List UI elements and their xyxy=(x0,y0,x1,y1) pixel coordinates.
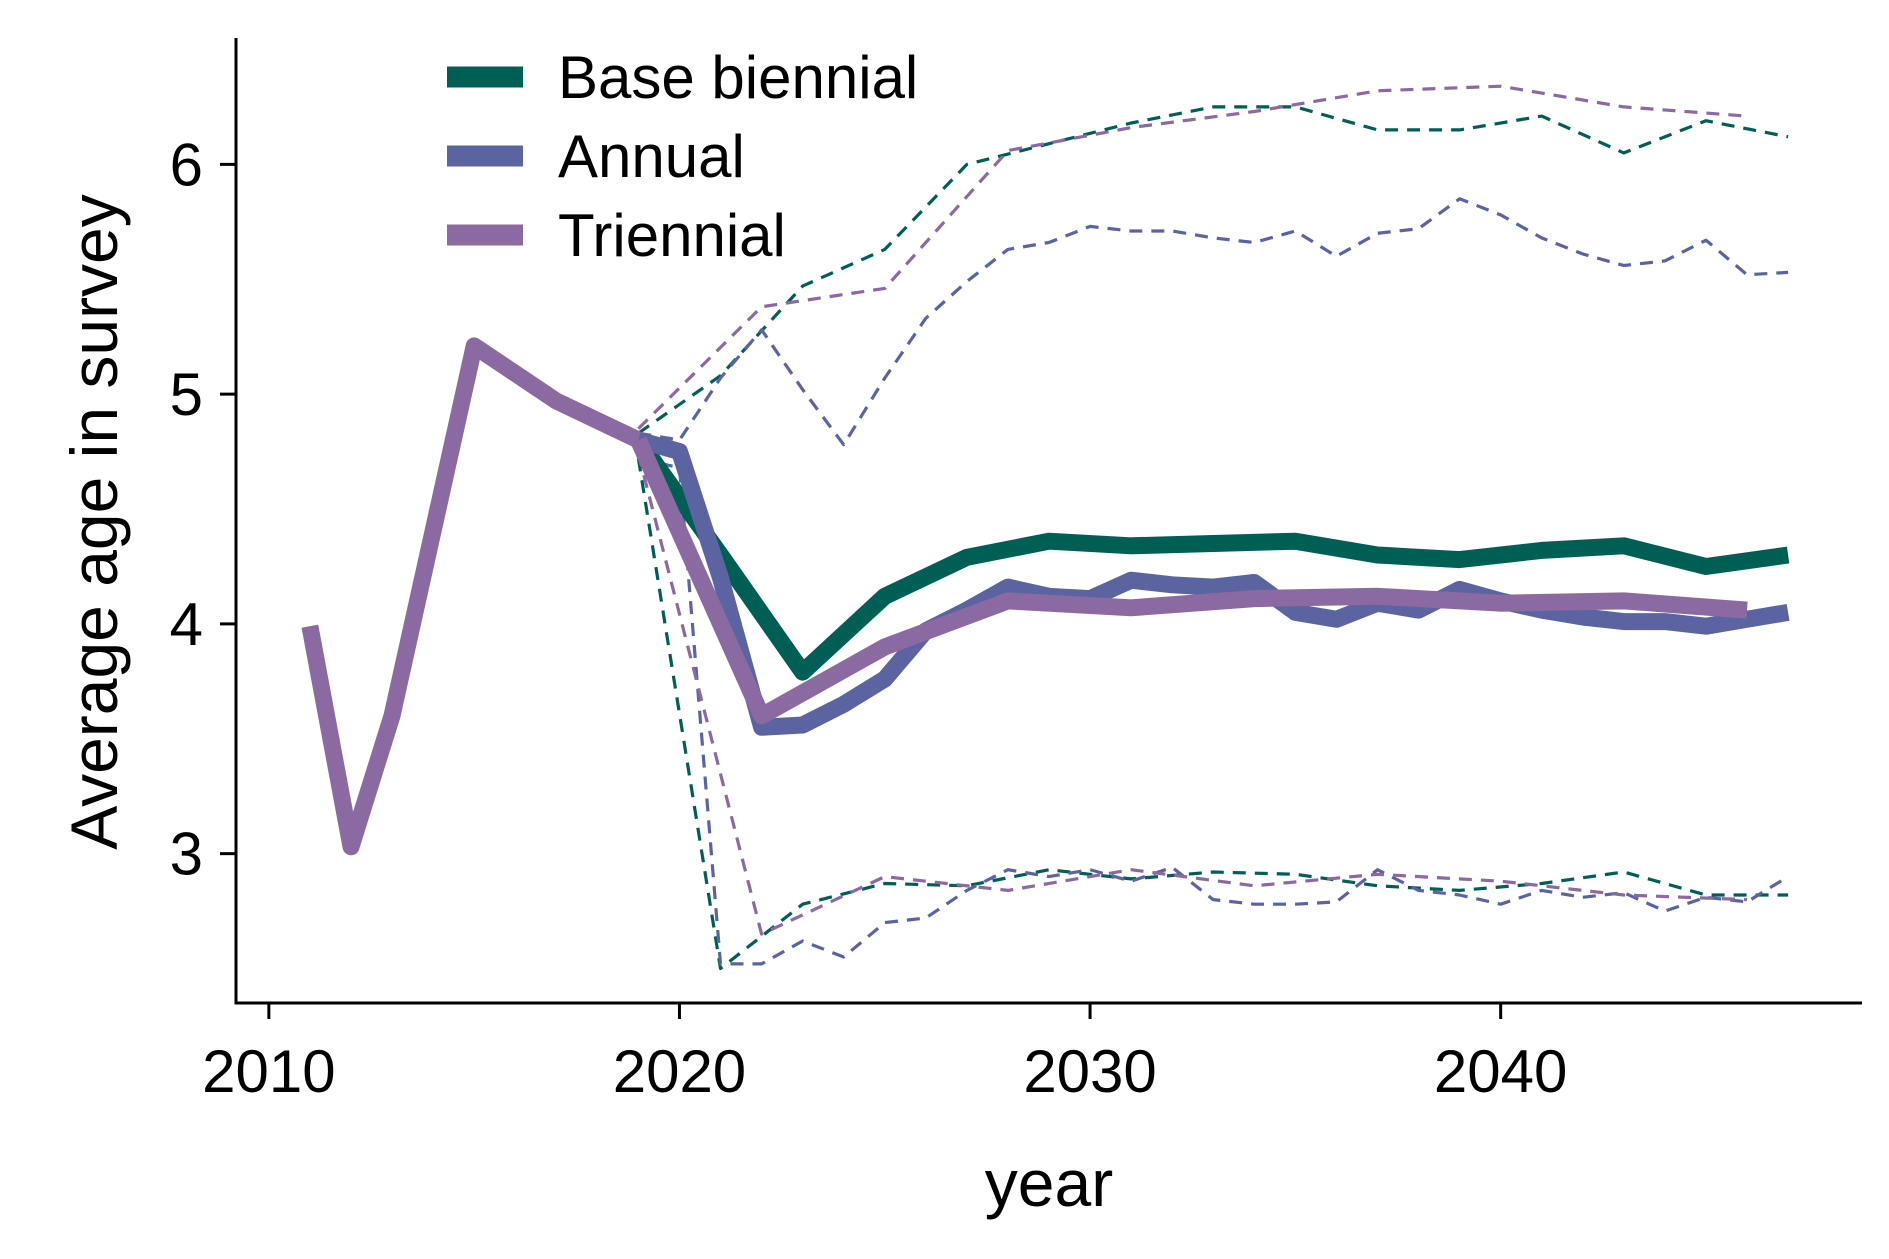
legend-label-base-biennial: Base biennial xyxy=(558,44,918,111)
y-tick-label: 6 xyxy=(170,131,203,198)
x-axis-title: year xyxy=(985,1146,1113,1220)
legend: Base biennial Annual Triennial xyxy=(447,44,918,269)
legend-label-triennial: Triennial xyxy=(558,202,786,269)
annual-upper-interval-line xyxy=(638,197,1789,447)
x-axis-ticks: 2010 2020 2030 2040 xyxy=(202,1003,1567,1105)
y-tick-label: 5 xyxy=(170,361,203,428)
y-axis-ticks: 3 4 5 6 xyxy=(170,131,236,888)
x-tick-label: 2040 xyxy=(1434,1038,1567,1105)
triennial-median-line xyxy=(630,436,1748,725)
annual-median-line xyxy=(636,431,1790,736)
y-tick-label: 4 xyxy=(170,591,203,658)
axes xyxy=(234,38,1862,1005)
y-axis-title: Average age in survey xyxy=(57,194,131,850)
x-tick-label: 2020 xyxy=(613,1038,746,1105)
triennial-upper-interval-line xyxy=(637,84,1748,430)
x-tick-label: 2030 xyxy=(1023,1038,1156,1105)
x-tick-label: 2010 xyxy=(202,1038,335,1105)
historical-line xyxy=(301,337,643,856)
annual-lower-interval-line xyxy=(638,456,1789,966)
base-biennial-upper-interval-line xyxy=(637,105,1789,435)
plot-area xyxy=(301,84,1790,971)
base-biennial-median-line xyxy=(631,435,1790,681)
base-biennial-lower-interval-line xyxy=(636,458,1789,971)
y-tick-label: 3 xyxy=(170,821,203,888)
legend-label-annual: Annual xyxy=(558,123,745,190)
